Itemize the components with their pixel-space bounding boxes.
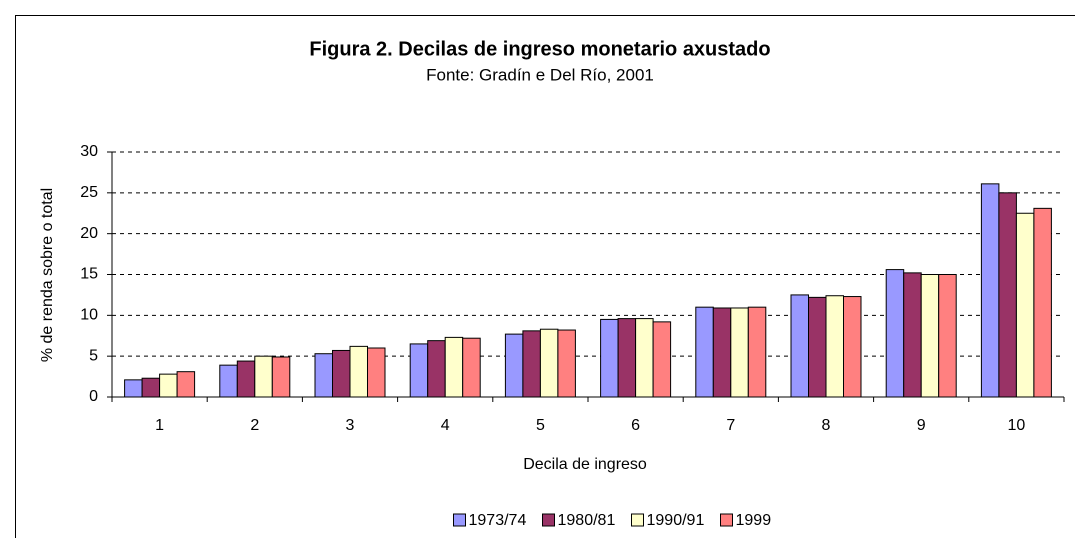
legend-label: 1990/91 <box>647 512 705 529</box>
bar <box>980 183 1000 398</box>
bar <box>462 337 481 398</box>
bar <box>522 330 541 398</box>
bar <box>219 364 238 398</box>
x-tick-label: 4 <box>441 417 450 434</box>
bar <box>825 295 844 398</box>
y-tick-label: 25 <box>80 184 98 201</box>
bar <box>712 307 732 398</box>
legend-swatch <box>720 513 733 527</box>
bar <box>349 345 368 398</box>
legend-swatch <box>542 513 555 527</box>
y-tick-label: 20 <box>80 225 98 242</box>
legend-label: 1999 <box>736 512 772 529</box>
x-tick-label: 10 <box>1008 417 1026 434</box>
x-tick-label: 7 <box>726 417 735 434</box>
x-axis-title: Decila de ingreso <box>523 456 647 473</box>
y-tick-label: 15 <box>80 266 98 283</box>
y-tick-label: 0 <box>89 388 98 405</box>
bar <box>885 269 905 398</box>
bar <box>444 336 464 398</box>
bar <box>695 306 714 398</box>
x-tick-label: 3 <box>346 417 355 434</box>
chart-title: Figura 2. Decilas de ingreso monetario a… <box>309 38 770 60</box>
bar <box>617 318 637 398</box>
bar <box>903 272 922 398</box>
y-tick-label: 30 <box>80 143 98 160</box>
bar <box>600 318 619 398</box>
bar <box>236 360 256 398</box>
bar <box>1015 212 1035 398</box>
bar <box>504 333 524 398</box>
bar <box>271 356 291 398</box>
bar <box>635 318 654 398</box>
bar <box>141 377 161 398</box>
bar <box>176 371 196 398</box>
bar <box>539 328 559 398</box>
bar <box>920 274 940 398</box>
bar <box>124 379 143 398</box>
x-tick-label: 8 <box>822 417 831 434</box>
bar <box>409 343 429 398</box>
bar <box>790 294 809 398</box>
bar <box>332 349 351 398</box>
legend-label: 1980/81 <box>558 512 616 529</box>
x-tick-label: 5 <box>536 417 545 434</box>
bar <box>314 353 333 398</box>
bar <box>427 340 446 398</box>
bar <box>254 355 273 398</box>
bar <box>367 347 386 398</box>
bar <box>1033 207 1052 398</box>
x-tick-label: 6 <box>631 417 640 434</box>
legend-swatch <box>453 513 466 527</box>
bar <box>843 296 862 398</box>
x-tick-label: 1 <box>155 417 164 434</box>
y-tick-label: 10 <box>80 307 98 324</box>
chart-subtitle: Fonte: Gradín e Del Río, 2001 <box>426 65 654 84</box>
bar <box>652 321 672 398</box>
y-axis-title: % de renda sobre o total <box>39 188 56 362</box>
bar <box>998 192 1017 398</box>
x-tick-label: 2 <box>250 417 259 434</box>
y-tick-label: 5 <box>89 347 98 364</box>
bar <box>808 296 827 398</box>
bar <box>938 274 957 398</box>
bar <box>557 329 576 398</box>
legend-label: 1973/74 <box>469 512 527 529</box>
bar <box>159 373 178 398</box>
x-tick-label: 9 <box>917 417 926 434</box>
bar <box>747 306 767 398</box>
legend-swatch <box>631 513 644 527</box>
bar <box>730 307 749 398</box>
